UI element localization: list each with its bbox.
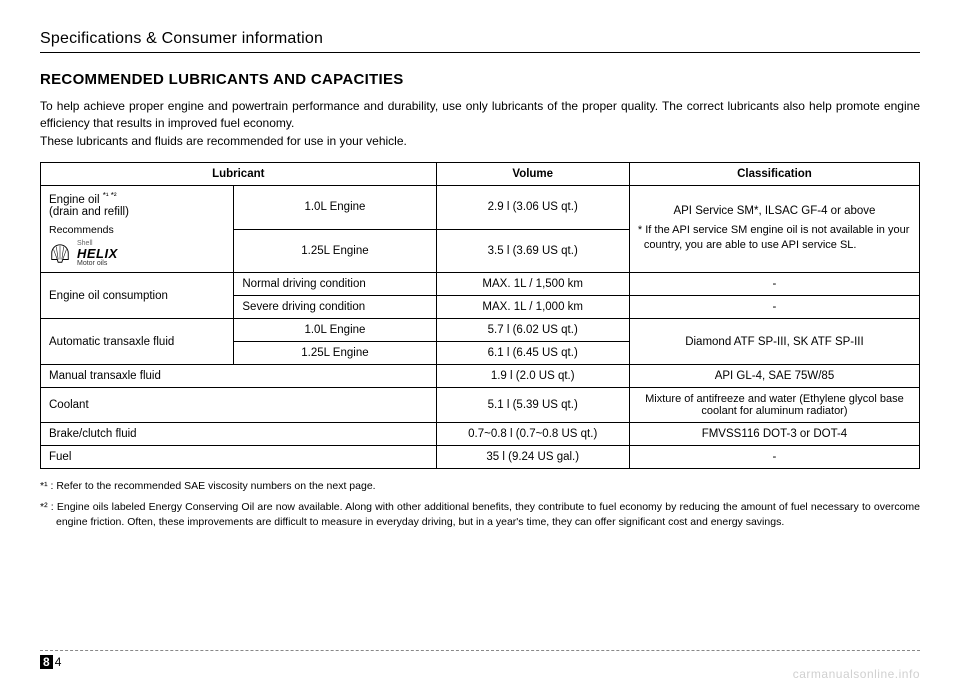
th-volume: Volume xyxy=(436,163,629,186)
oc-row1-cond: Normal driving condition xyxy=(234,273,436,296)
page-header-title: Specifications & Consumer information xyxy=(40,30,920,48)
eo-class-top: API Service SM*, ILSAC GF-4 or above xyxy=(638,205,911,217)
eo-row1-engine: 1.0L Engine xyxy=(234,186,436,229)
table-row: Manual transaxle fluid 1.9 l (2.0 US qt.… xyxy=(41,365,920,388)
dashed-rule xyxy=(40,650,920,651)
table-row: Brake/clutch fluid 0.7~0.8 l (0.7~0.8 US… xyxy=(41,423,920,446)
eo-row2-vol: 3.5 l (3.69 US qt.) xyxy=(436,229,629,272)
mtf-vol: 1.9 l (2.0 US qt.) xyxy=(436,365,629,388)
intro-text: To help achieve proper engine and powert… xyxy=(40,98,920,150)
oc-row1-class: - xyxy=(629,273,919,296)
coolant-class: Mixture of antifreeze and water (Ethylen… xyxy=(629,388,919,423)
mtf-class: API GL-4, SAE 75W/85 xyxy=(629,365,919,388)
header-rule xyxy=(40,52,920,53)
oc-row2-class: - xyxy=(629,296,919,319)
footnote-2: *² : Engine oils labeled Energy Conservi… xyxy=(40,500,920,530)
engine-oil-drain: (drain and refill) xyxy=(49,206,129,218)
helix-sub: Motor oils xyxy=(77,260,118,267)
page-footer: 84 xyxy=(40,650,920,669)
th-classification: Classification xyxy=(629,163,919,186)
eo-row1-vol: 2.9 l (3.06 US qt.) xyxy=(436,186,629,229)
atf-label: Automatic transaxle fluid xyxy=(41,319,234,365)
coolant-label: Coolant xyxy=(41,388,437,423)
chapter-num: 8 xyxy=(40,655,53,669)
brake-label: Brake/clutch fluid xyxy=(41,423,437,446)
oil-cons-label: Engine oil consumption xyxy=(41,273,234,319)
coolant-vol: 5.1 l (5.39 US qt.) xyxy=(436,388,629,423)
atf-row2-engine: 1.25L Engine xyxy=(234,342,436,365)
engine-oil-sup: *¹ *² xyxy=(103,191,117,200)
brake-vol: 0.7~0.8 l (0.7~0.8 US qt.) xyxy=(436,423,629,446)
th-lubricant: Lubricant xyxy=(41,163,437,186)
oc-row1-vol: MAX. 1L / 1,500 km xyxy=(436,273,629,296)
helix-text: Shell HELIX Motor oils xyxy=(77,240,118,267)
lubricants-table: Lubricant Volume Classification Engine o… xyxy=(40,162,920,469)
table-row: Engine oil *¹ *² (drain and refill) Reco… xyxy=(41,186,920,229)
oc-row2-vol: MAX. 1L / 1,000 km xyxy=(436,296,629,319)
footnotes: *¹ : Refer to the recommended SAE viscos… xyxy=(40,479,920,531)
oc-row2-cond: Severe driving condition xyxy=(234,296,436,319)
atf-row1-vol: 5.7 l (6.02 US qt.) xyxy=(436,319,629,342)
atf-class: Diamond ATF SP-III, SK ATF SP-III xyxy=(629,319,919,365)
eo-classification: API Service SM*, ILSAC GF-4 or above * I… xyxy=(629,186,919,273)
table-row: Fuel 35 l (9.24 US gal.) - xyxy=(41,446,920,469)
watermark: carmanualsonline.info xyxy=(793,667,920,681)
atf-row2-vol: 6.1 l (6.45 US qt.) xyxy=(436,342,629,365)
brake-class: FMVSS116 DOT-3 or DOT-4 xyxy=(629,423,919,446)
page-number: 84 xyxy=(40,655,920,669)
page-num-val: 4 xyxy=(55,655,62,669)
table-row: Engine oil consumption Normal driving co… xyxy=(41,273,920,296)
table-row: Coolant 5.1 l (5.39 US qt.) Mixture of a… xyxy=(41,388,920,423)
shell-icon xyxy=(49,243,71,265)
fuel-label: Fuel xyxy=(41,446,437,469)
section-title: RECOMMENDED LUBRICANTS AND CAPACITIES xyxy=(40,71,920,88)
table-row: Automatic transaxle fluid 1.0L Engine 5.… xyxy=(41,319,920,342)
table-header-row: Lubricant Volume Classification xyxy=(41,163,920,186)
helix-logo-block: Shell HELIX Motor oils xyxy=(49,240,225,267)
eo-class-note: * If the API service SM engine oil is no… xyxy=(638,223,911,254)
footnote-1: *¹ : Refer to the recommended SAE viscos… xyxy=(40,479,920,494)
engine-oil-label: Engine oil xyxy=(49,194,103,206)
recommends-label: Recommends xyxy=(49,224,225,236)
atf-row1-engine: 1.0L Engine xyxy=(234,319,436,342)
fuel-class: - xyxy=(629,446,919,469)
engine-oil-cell: Engine oil *¹ *² (drain and refill) Reco… xyxy=(41,186,234,273)
helix-main: HELIX xyxy=(77,247,118,260)
eo-row2-engine: 1.25L Engine xyxy=(234,229,436,272)
mtf-label: Manual transaxle fluid xyxy=(41,365,437,388)
fuel-vol: 35 l (9.24 US gal.) xyxy=(436,446,629,469)
